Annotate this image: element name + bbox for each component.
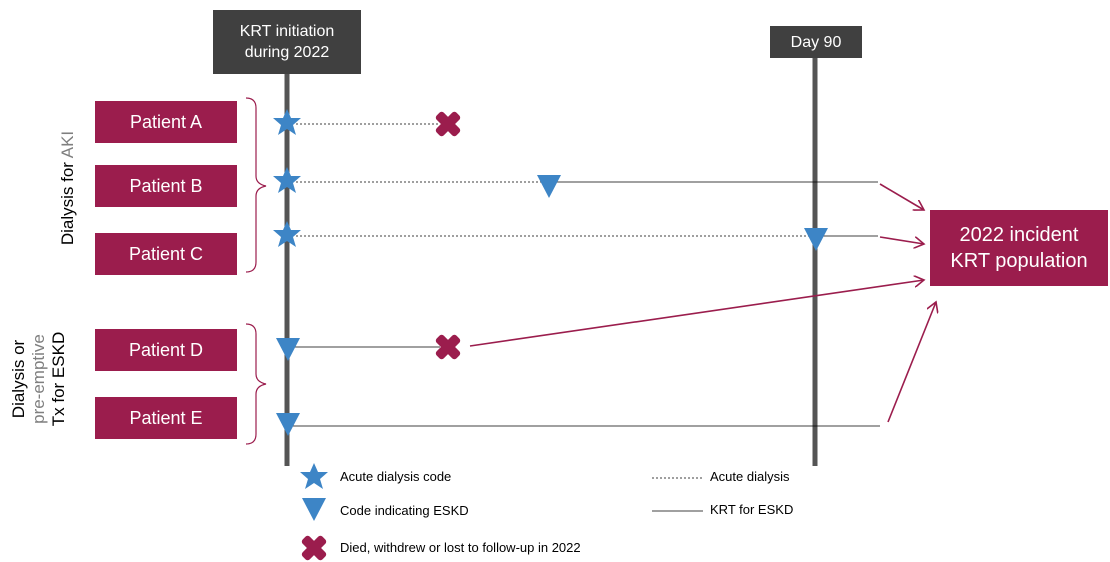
eskd-group-line1: Dialysis or — [9, 339, 28, 419]
eskd-group-line3: Tx for ESKD — [49, 331, 68, 427]
krt-initiation-header: KRT initiation during 2022 — [213, 10, 361, 74]
day90-header: Day 90 — [770, 26, 862, 58]
eskd-triangle-icon — [276, 338, 300, 361]
arrow-c-to-population — [879, 236, 924, 244]
arrow-d-to-population — [469, 280, 924, 347]
patient-d-box: Patient D — [95, 329, 237, 371]
legend-star-label: Acute dialysis code — [340, 469, 452, 484]
patient-e-box: Patient E — [95, 397, 237, 439]
eskd-group-bracket — [245, 323, 267, 445]
legend-dashed-label: Acute dialysis — [710, 469, 790, 484]
eskd-triangle-icon — [804, 228, 828, 251]
patient-c-box: Patient C — [95, 233, 237, 275]
legend-triangle-label: Code indicating ESKD — [340, 503, 469, 518]
eskd-triangle-icon — [537, 175, 561, 198]
krt-initiation-line2: during 2022 — [244, 44, 330, 61]
aki-group-bracket — [245, 97, 267, 273]
legend-solid-label: KRT for ESKD — [710, 502, 794, 517]
legend-cross-icon — [301, 535, 327, 561]
eskd-triangle-icon — [276, 413, 300, 436]
patient-a-box: Patient A — [95, 101, 237, 143]
target-line2: KRT population — [950, 250, 1088, 272]
legend-triangle-icon — [302, 498, 326, 521]
incident-krt-population-box: 2022 incident KRT population — [930, 210, 1108, 286]
aki-group-prefix: Dialysis for — [58, 162, 77, 246]
eskd-group-label: Dialysis or pre-emptive Tx for ESKD — [9, 319, 75, 439]
target-line1: 2022 incident — [959, 224, 1079, 246]
arrow-b-to-population — [879, 183, 924, 210]
aki-group-suffix: AKI — [58, 130, 77, 159]
legend-cross-label: Died, withdrew or lost to follow-up in 2… — [340, 540, 581, 555]
died-cross-icon — [435, 111, 461, 137]
legend-star-icon — [300, 463, 328, 489]
arrow-e-to-population — [887, 302, 936, 423]
aki-group-label: Dialysis for AKI — [58, 98, 78, 278]
krt-initiation-line1: KRT initiation — [239, 23, 335, 40]
died-cross-icon — [435, 334, 461, 360]
eskd-group-line2: pre-emptive — [29, 334, 48, 424]
patient-b-box: Patient B — [95, 165, 237, 207]
day90-label: Day 90 — [790, 33, 842, 51]
